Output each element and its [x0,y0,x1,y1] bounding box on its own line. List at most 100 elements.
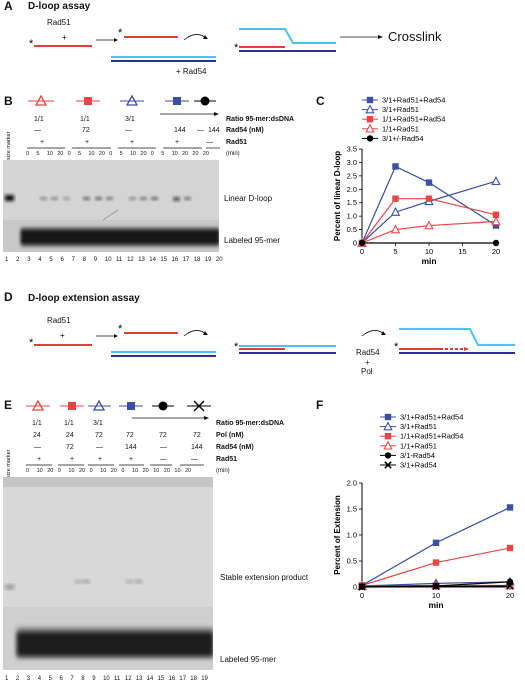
rad51-label: Rad51 [47,316,71,325]
data-point [492,211,500,218]
asterisk: * [118,323,123,335]
x-tick-label: 10 [425,247,433,256]
legend-marker [384,433,392,440]
legend-label: 1/1+Rad51 [382,124,419,133]
lane-label: 10 [104,257,112,263]
data-point [506,504,514,511]
lane-label: 13 [135,676,143,682]
x-axis-label: min [421,256,436,266]
rad51-value: + [37,456,42,463]
panel-f-letter: F [316,398,324,412]
lane-label: 0 [26,468,30,474]
panel-b-symbols [28,94,216,106]
panel-e-letter: E [4,398,13,412]
rad51-value: — [206,139,213,146]
series-line [361,220,497,244]
lane-label: 20 [110,468,117,474]
lane-label: 10 [132,468,139,474]
rad51-value: + [130,139,135,146]
asterisk: * [118,27,123,39]
data-point [491,216,501,226]
lane-label: 11 [116,257,123,263]
lane-label: 18 [190,676,197,682]
y-tick-label: 1.5 [347,505,357,514]
legend-label: 1/1+Rad51+Rad54 [400,432,463,441]
rad51-value: + [98,456,103,463]
lane-label: 2 [15,676,20,682]
lane-label: 0 [26,151,30,157]
data-point [390,206,401,216]
rad51-value: + [70,456,75,463]
lane-label: 10 [88,151,95,157]
ratio-label: Ratio 95-mer:dsDNA [226,116,295,123]
data-point [392,163,399,170]
size-marker-label: size marker [6,131,12,160]
lane-label: 6 [59,676,63,682]
y-tick-label: 2.0 [347,185,357,194]
y-tick-label: 1.0 [347,212,357,221]
lane-label: 0 [121,468,125,474]
panel-a-letter: A [4,0,13,13]
lane-label: 20 [142,468,149,474]
rad54-value: — [34,127,41,134]
pol-value: 72 [159,432,167,439]
data-point [506,544,514,552]
y-axis-label: Percent of Extension [333,495,342,575]
data-point [424,220,434,230]
pol-value: 72 [193,432,201,439]
lane-label: 10 [68,468,75,474]
data-point [491,176,501,185]
rad54-label: + Rad54 [176,67,207,76]
rad51-value: — [160,456,167,463]
data-point [390,224,401,234]
y-tick-label: 1.0 [347,531,357,540]
pol-value: 72 [95,432,103,439]
legend-marker [366,135,374,142]
rad51-label: Rad51 [216,456,238,463]
rad54-value: — [96,444,103,451]
lane-label: 0 [57,468,61,474]
lane-label: 9 [92,676,96,682]
legend-marker [384,452,392,459]
legend-label: 1/1+Rad51 [400,441,437,450]
band-linear-dloop-label: Linear D-loop [224,194,273,203]
rad51-label: Rad51 [47,18,71,27]
panel-b-letter: B [4,94,13,108]
lane-label: 15 [157,676,165,682]
plus-sign: + [365,358,370,367]
rad51-value: + [40,139,45,146]
pol-label: Pol [361,367,373,376]
legend-marker [366,96,374,104]
data-point [392,195,399,202]
data-point [425,195,433,202]
panel-d-letter: D [4,290,13,304]
gel-image-b [3,160,219,252]
chart-f: 0 0.5 1.0 1.5 2.0 0 10 20 min Percent of Extensio… [333,413,515,610]
series-line [361,506,511,586]
legend-label: 3/1+Rad54 [400,461,437,470]
lane-label: 11 [114,676,121,682]
lane-label: 17 [179,676,187,682]
lane-label: 3 [26,676,31,682]
lane-label: 9 [93,257,98,263]
rad54-value: 144 [191,444,203,451]
legend-marker [384,413,392,421]
lane-label: 10 [130,151,137,157]
chart-c: 0 0.5 1.0 1.5 2.0 2.5 3.0 3.5 0 5 10 15 20 min Percent… [333,96,501,266]
ratio-value: 1/1 [34,116,44,123]
y-tick-label: 2.5 [347,171,357,180]
lane-label: 20 [57,151,64,157]
rad51-value: + [85,139,90,146]
data-point [506,582,514,590]
x-tick-label: 20 [506,591,514,600]
lane-label: 5 [161,151,165,157]
legend-label: 3/1+Rad51+Rad54 [382,96,445,105]
lane-label: 13 [138,257,145,263]
data-point [492,222,500,229]
legend-label: 3/1-Rad54 [400,451,435,460]
lane-label: 10 [153,468,160,474]
data-point [425,179,433,186]
pol-value: 24 [33,432,41,439]
lane-label: 5 [36,151,40,157]
lane-label: 20 [215,257,223,263]
